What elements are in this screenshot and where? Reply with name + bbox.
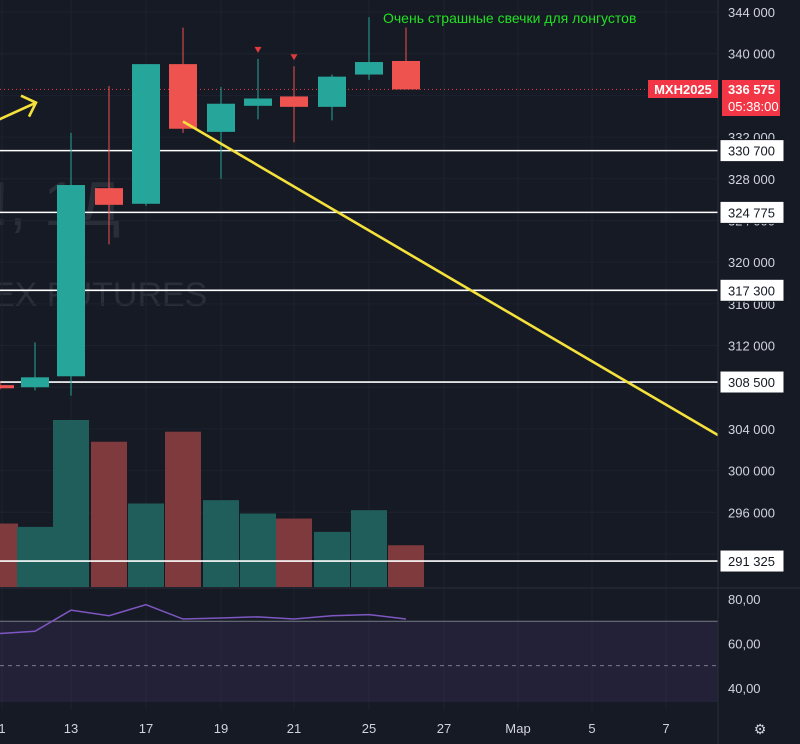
volume-bar bbox=[276, 518, 312, 587]
level-label-box bbox=[719, 139, 785, 163]
level-label-box bbox=[719, 549, 785, 573]
volume-bar bbox=[240, 513, 276, 587]
candle-body bbox=[21, 377, 49, 388]
volume-bar bbox=[351, 510, 387, 587]
date-tick-label: 21 bbox=[287, 721, 301, 736]
candle-body bbox=[0, 385, 14, 389]
volume-bar bbox=[314, 531, 350, 587]
candles bbox=[0, 17, 420, 396]
price-tick-label: 300 000 bbox=[728, 464, 775, 479]
date-tick-label: 17 bbox=[139, 721, 153, 736]
date-tick-label: 13 bbox=[64, 721, 78, 736]
level-lines bbox=[0, 88, 718, 562]
chart-title: Очень страшные свечки для лонгустов bbox=[383, 10, 636, 26]
volume-bar bbox=[203, 500, 239, 587]
volume-bar bbox=[388, 545, 424, 587]
oscillator-pane bbox=[0, 587, 800, 702]
volume-bar bbox=[53, 420, 89, 587]
price-tick-label: 312 000 bbox=[728, 339, 775, 354]
date-tick-label: 5 bbox=[588, 721, 595, 736]
symbol-badge-bg bbox=[648, 80, 718, 98]
symbol-badge: MXH2025 bbox=[654, 82, 712, 97]
price-tick-label: 304 000 bbox=[728, 422, 775, 437]
volume-bar bbox=[0, 523, 18, 587]
oscillator-band bbox=[0, 621, 718, 702]
drawings bbox=[0, 94, 719, 437]
last-price-badge: MXH2025 336 575 05:38:00 bbox=[648, 80, 780, 116]
price-tick-label: 328 000 bbox=[728, 172, 775, 187]
price-tick-label: 320 000 bbox=[728, 255, 775, 270]
arrow-head-icon bbox=[20, 94, 38, 118]
oscillator-tick-label: 80,00 bbox=[728, 592, 761, 607]
trend-line bbox=[182, 120, 719, 437]
price-tick-label: 344 000 bbox=[728, 5, 775, 20]
level-label-box bbox=[719, 370, 785, 394]
oscillator-tick-label: 60,00 bbox=[728, 636, 761, 651]
settings-gear-icon[interactable]: ⚙ bbox=[753, 722, 767, 738]
date-tick-label: Мар bbox=[505, 721, 530, 736]
date-tick-label: 27 bbox=[437, 721, 451, 736]
candle-body bbox=[244, 98, 272, 106]
volume-bar bbox=[128, 503, 164, 587]
candle-body bbox=[207, 103, 235, 132]
level-label: 308 500 bbox=[728, 375, 775, 390]
price-tick-label: 340 000 bbox=[728, 47, 775, 62]
level-labels: 330 700 324 775 317 300 308 500 291 325 bbox=[719, 139, 785, 573]
arrow-line bbox=[0, 101, 37, 121]
oscillator-line bbox=[0, 603, 407, 635]
candle-body bbox=[95, 188, 123, 205]
date-axis[interactable]: 1 13 17 19 21 25 27 Мар 5 7 bbox=[0, 721, 670, 736]
countdown-label: 05:38:00 bbox=[728, 99, 779, 114]
peak-marker-icon bbox=[254, 46, 262, 53]
level-label: 317 300 bbox=[728, 283, 775, 298]
candle-body bbox=[169, 64, 197, 129]
candle-body bbox=[280, 96, 308, 107]
peak-marker-icon bbox=[290, 54, 298, 61]
watermark-exchange: EX FUTURES bbox=[0, 276, 207, 314]
date-tick-label: 1 bbox=[0, 721, 6, 736]
volume-bar bbox=[91, 441, 127, 587]
candle-body bbox=[392, 60, 420, 90]
candle-body bbox=[57, 185, 85, 377]
date-tick-label: 7 bbox=[662, 721, 669, 736]
date-tick-label: 19 bbox=[214, 721, 228, 736]
price-tick-label: 296 000 bbox=[728, 505, 775, 520]
oscillator-tick-label: 40,00 bbox=[728, 681, 761, 696]
peak-markers bbox=[254, 46, 298, 61]
candle-body bbox=[318, 76, 346, 107]
price-badge-bg bbox=[722, 80, 780, 116]
level-label: 324 775 bbox=[728, 205, 775, 220]
candle-body bbox=[132, 64, 160, 204]
level-label: 330 700 bbox=[728, 144, 775, 159]
date-tick-label: 25 bbox=[362, 721, 376, 736]
level-label-box bbox=[719, 200, 785, 224]
level-label-box bbox=[719, 278, 785, 302]
level-label: 291 325 bbox=[728, 554, 775, 569]
volume-bar bbox=[165, 431, 201, 587]
last-price-label: 336 575 bbox=[728, 82, 775, 97]
volume-bar bbox=[17, 526, 53, 587]
candle-body bbox=[355, 62, 383, 75]
